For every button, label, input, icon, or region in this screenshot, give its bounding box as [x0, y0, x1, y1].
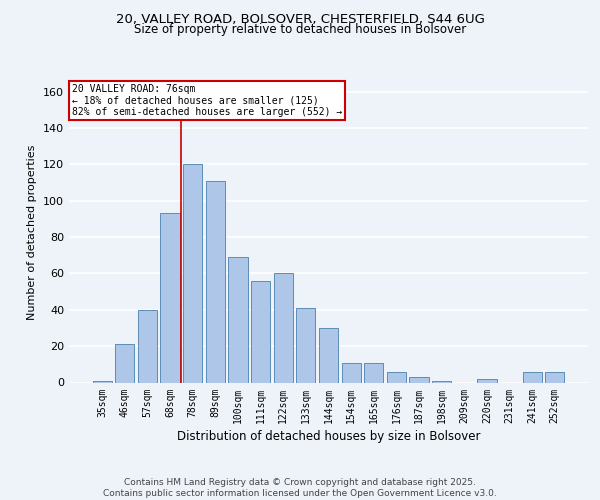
- X-axis label: Distribution of detached houses by size in Bolsover: Distribution of detached houses by size …: [177, 430, 480, 442]
- Bar: [274, 274, 293, 382]
- Bar: [387, 372, 406, 382]
- Bar: [160, 214, 180, 382]
- Text: Size of property relative to detached houses in Bolsover: Size of property relative to detached ho…: [134, 22, 466, 36]
- Bar: [115, 344, 134, 383]
- Bar: [409, 377, 428, 382]
- Text: 20 VALLEY ROAD: 76sqm
← 18% of detached houses are smaller (125)
82% of semi-det: 20 VALLEY ROAD: 76sqm ← 18% of detached …: [71, 84, 342, 117]
- Text: Contains HM Land Registry data © Crown copyright and database right 2025.
Contai: Contains HM Land Registry data © Crown c…: [103, 478, 497, 498]
- Bar: [432, 380, 451, 382]
- Bar: [545, 372, 565, 382]
- Bar: [229, 257, 248, 382]
- Bar: [341, 362, 361, 382]
- Bar: [92, 380, 112, 382]
- Bar: [138, 310, 157, 382]
- Bar: [319, 328, 338, 382]
- Bar: [206, 180, 225, 382]
- Bar: [183, 164, 202, 382]
- Y-axis label: Number of detached properties: Number of detached properties: [28, 145, 37, 320]
- Text: 20, VALLEY ROAD, BOLSOVER, CHESTERFIELD, S44 6UG: 20, VALLEY ROAD, BOLSOVER, CHESTERFIELD,…: [116, 12, 484, 26]
- Bar: [296, 308, 316, 382]
- Bar: [477, 379, 497, 382]
- Bar: [523, 372, 542, 382]
- Bar: [364, 362, 383, 382]
- Bar: [251, 280, 270, 382]
